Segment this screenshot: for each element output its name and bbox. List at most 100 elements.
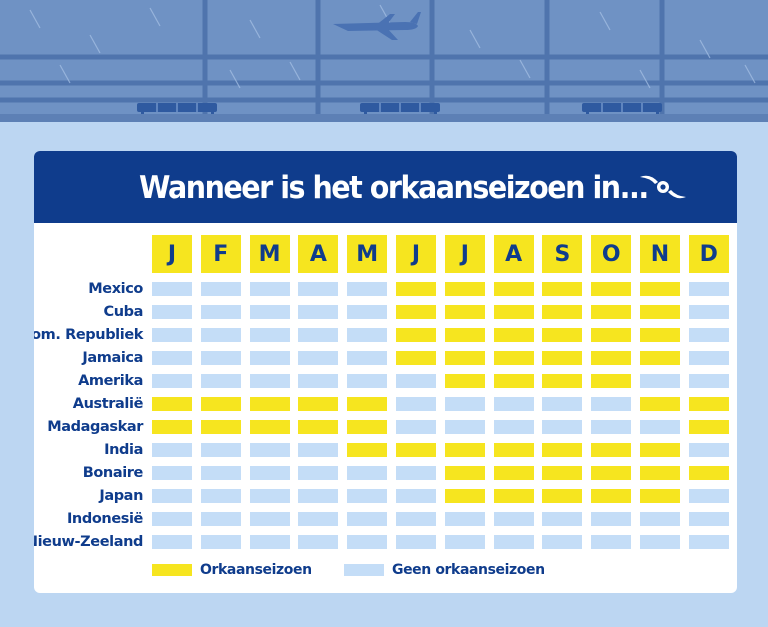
- month-header: S: [542, 235, 583, 273]
- heatmap-cell: [200, 351, 241, 365]
- heatmap-cell: [298, 443, 339, 457]
- heatmap-cell: [542, 489, 583, 503]
- heatmap-cell: [200, 535, 241, 549]
- heatmap-cell: [249, 328, 290, 342]
- floor-strip: [0, 114, 768, 122]
- heatmap-cell: [542, 351, 583, 365]
- heatmap-cell: [493, 351, 534, 365]
- month-header: J: [396, 235, 436, 273]
- heatmap-cell: [640, 282, 680, 296]
- month-header: A: [298, 235, 339, 273]
- heatmap-cell: [591, 351, 632, 365]
- heatmap-cell: [444, 305, 485, 319]
- heatmap-cell: [444, 535, 485, 549]
- month-header: J: [152, 235, 192, 273]
- country-label: Amerika: [78, 373, 143, 389]
- heatmap-cell: [591, 535, 632, 549]
- heatmap-cell: [591, 443, 632, 457]
- heatmap-cell: [640, 466, 680, 480]
- heatmap-cell: [591, 397, 632, 411]
- heatmap-cell: [688, 351, 729, 365]
- month-header: N: [640, 235, 680, 273]
- heatmap-cell: [152, 397, 192, 411]
- heatmap-cell: [444, 512, 485, 526]
- heatmap-cell: [200, 466, 241, 480]
- heatmap-cell: [640, 443, 680, 457]
- heatmap-cell: [347, 466, 388, 480]
- heatmap-cell: [542, 328, 583, 342]
- heatmap-cell: [493, 282, 534, 296]
- heatmap-cell: [493, 328, 534, 342]
- heatmap-cell: [493, 420, 534, 434]
- window-illustration: [0, 0, 768, 120]
- legend-label: Orkaanseizoen: [200, 562, 312, 578]
- heatmap-cell: [298, 305, 339, 319]
- country-label: Bonaire: [82, 465, 144, 481]
- heatmap-cell: [493, 443, 534, 457]
- heatmap-cell: [640, 512, 680, 526]
- heatmap-cell: [249, 397, 290, 411]
- heatmap-cell: [396, 305, 436, 319]
- country-label: Madagaskar: [47, 419, 143, 435]
- heatmap-cell: [347, 282, 388, 296]
- heatmap-cell: [444, 420, 485, 434]
- heatmap-cell: [152, 489, 192, 503]
- heatmap-cell: [200, 489, 241, 503]
- bench-seat-dividers: [156, 103, 643, 112]
- heatmap-cell: [347, 328, 388, 342]
- heatmap-cell: [249, 489, 290, 503]
- heatmap-cell: [493, 489, 534, 503]
- heatmap-cell: [249, 351, 290, 365]
- heatmap-cell: [298, 489, 339, 503]
- heatmap-cell: [298, 282, 339, 296]
- heatmap-cell: [152, 328, 192, 342]
- heatmap-cell: [640, 489, 680, 503]
- heatmap-cell: [200, 328, 241, 342]
- airport-window-scene: [0, 0, 768, 122]
- heatmap-cell: [200, 305, 241, 319]
- heatmap-cell: [298, 466, 339, 480]
- heatmap-cell: [152, 512, 192, 526]
- heatmap-cell: [396, 282, 436, 296]
- heatmap-cell: [688, 282, 729, 296]
- heatmap-cell: [298, 535, 339, 549]
- heatmap-cell: [640, 374, 680, 388]
- heatmap-cell: [298, 374, 339, 388]
- chart-title: Wanneer is het orkaanseizoen in...: [139, 170, 649, 206]
- heatmap-cell: [152, 420, 192, 434]
- heatmap-cell: [200, 420, 241, 434]
- heatmap-cell: [249, 466, 290, 480]
- heatmap-cell: [396, 535, 436, 549]
- heatmap-cell: [444, 443, 485, 457]
- heatmap-cell: [640, 535, 680, 549]
- heatmap-cell: [249, 420, 290, 434]
- month-header: J: [444, 235, 485, 273]
- heatmap-cell: [493, 397, 534, 411]
- month-header: F: [200, 235, 241, 273]
- heatmap-cell: [152, 535, 192, 549]
- heatmap-cell: [298, 397, 339, 411]
- heatmap-cell: [152, 443, 192, 457]
- heatmap-cell: [396, 397, 436, 411]
- heatmap-cell: [591, 305, 632, 319]
- heatmap-cell: [152, 282, 192, 296]
- airplane-icon: [333, 12, 421, 40]
- hurricane-icon: [640, 175, 686, 199]
- legend-swatch: [152, 564, 192, 576]
- heatmap-cell: [200, 374, 241, 388]
- card-header: Wanneer is het orkaanseizoen in...: [34, 151, 737, 223]
- heatmap-cell: [396, 489, 436, 503]
- heatmap-cell: [542, 305, 583, 319]
- heatmap-cell: [591, 374, 632, 388]
- country-label: Jamaica: [82, 350, 143, 366]
- heatmap-cell: [591, 512, 632, 526]
- country-label: Mexico: [88, 281, 143, 297]
- heatmap-cell: [640, 351, 680, 365]
- heatmap-cell: [396, 328, 436, 342]
- heatmap-cell: [444, 328, 485, 342]
- heatmap-cell: [152, 351, 192, 365]
- heatmap-cell: [396, 374, 436, 388]
- country-label: Japan: [99, 488, 143, 504]
- heatmap-cell: [396, 512, 436, 526]
- month-header: M: [249, 235, 290, 273]
